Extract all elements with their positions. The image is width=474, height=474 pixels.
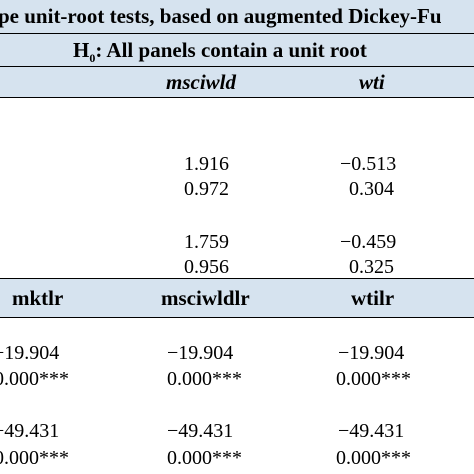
table-cell: −19.904 bbox=[338, 342, 405, 364]
table-cell: 0.000*** bbox=[0, 447, 69, 469]
table-cell: −0.459 bbox=[340, 231, 397, 253]
table-cell: 0.000*** bbox=[336, 368, 411, 390]
hypothesis-prefix: H bbox=[73, 38, 90, 62]
table-cell: 0.000*** bbox=[336, 447, 411, 469]
table-cell: −49.431 bbox=[167, 420, 234, 442]
table-cell: −49.431 bbox=[0, 420, 60, 442]
table-cell: 0.956 bbox=[184, 256, 229, 278]
table-cell: −49.431 bbox=[338, 420, 405, 442]
table-cell: 0.000*** bbox=[167, 447, 242, 469]
title-rule bbox=[0, 33, 474, 34]
lower-header-band bbox=[0, 279, 474, 317]
column-header-wtilr: wtilr bbox=[351, 286, 395, 310]
table-cell: −19.904 bbox=[0, 342, 60, 364]
hypothesis-rule bbox=[0, 66, 474, 67]
hypothesis-band bbox=[0, 34, 474, 66]
table-cell: 0.972 bbox=[184, 178, 229, 200]
null-hypothesis: H0: All panels contain a unit root bbox=[73, 38, 367, 66]
column-header-wti: wti bbox=[359, 70, 385, 94]
table-title: pe unit-root tests, based on augmented D… bbox=[0, 4, 442, 28]
table-cell: −0.513 bbox=[340, 153, 397, 175]
table-cell: 0.325 bbox=[349, 256, 394, 278]
table-cell: 0.000*** bbox=[0, 368, 69, 390]
table-cell: 1.916 bbox=[184, 153, 229, 175]
lower-header-top-rule bbox=[0, 278, 474, 279]
column-header-mktlr: mktlr bbox=[12, 286, 64, 310]
title-band bbox=[0, 0, 474, 33]
upper-header-rule bbox=[0, 97, 474, 98]
column-header-msciwld: msciwld bbox=[166, 70, 237, 94]
table-cell: −19.904 bbox=[167, 342, 234, 364]
table-cell: 0.304 bbox=[349, 178, 394, 200]
lower-header-rule bbox=[0, 317, 474, 318]
table-cell: 0.000*** bbox=[167, 368, 242, 390]
table-cell: 1.759 bbox=[184, 231, 229, 253]
hypothesis-subscript: 0 bbox=[89, 51, 96, 66]
upper-header-band bbox=[0, 67, 474, 97]
column-header-msciwldlr: msciwldlr bbox=[161, 286, 250, 310]
hypothesis-text: : All panels contain a unit root bbox=[95, 38, 367, 62]
